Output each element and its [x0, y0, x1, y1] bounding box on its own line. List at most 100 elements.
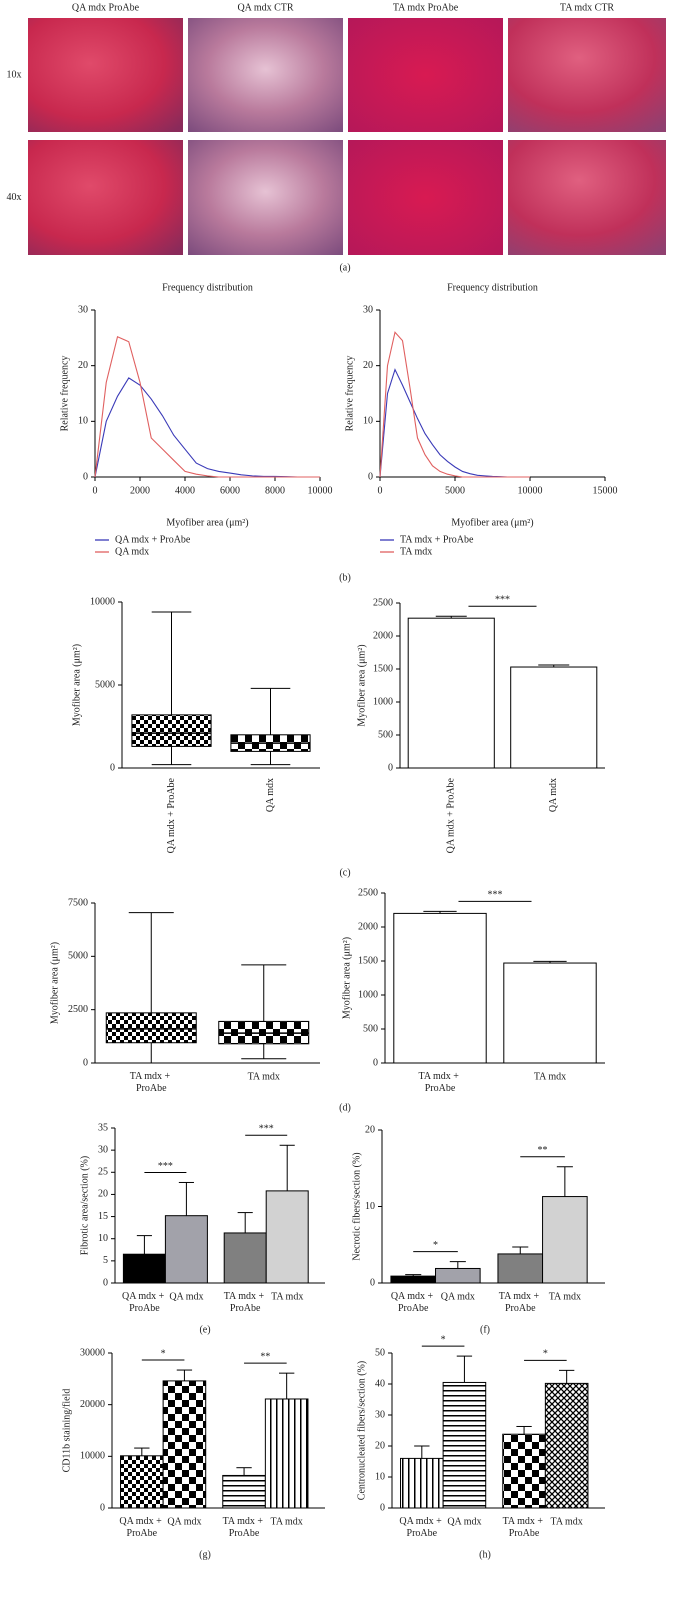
y-tick-label: 0 — [83, 471, 88, 482]
column-header: TA mdx ProAbe — [393, 2, 459, 13]
significance-label: * — [543, 1349, 548, 1360]
y-tick-label: 10 — [98, 1233, 108, 1244]
y-tick-label: 50 — [375, 1347, 385, 1358]
bar — [544, 1382, 589, 1509]
chart: 0 10 20 30 Relative frequency Frequency distr… — [59, 282, 332, 557]
chart: 0 500 1000 1500 2000 2500 Myofiber area (μm²) T… — [341, 887, 605, 1094]
column-header: TA mdx CTR — [560, 2, 615, 13]
bar — [222, 1474, 266, 1509]
y-tick-label: 20 — [98, 1189, 108, 1200]
bar — [502, 1433, 546, 1509]
bar — [542, 1196, 588, 1284]
significance-label: ** — [538, 1145, 548, 1156]
panel-label: (h) — [479, 1549, 491, 1560]
x-tick-label: TA mdx + ProAbe — [503, 1516, 546, 1539]
y-tick-label: 500 — [363, 1023, 378, 1034]
y-tick-label: 10 — [78, 416, 88, 427]
y-tick-label: 1500 — [358, 955, 378, 966]
panel-label: (c) — [339, 867, 350, 878]
chart: 0 10000 20000 30000 CD11b staining/field QA m… — [61, 1347, 325, 1539]
x-tick-label: QA mdx — [167, 1516, 201, 1527]
bar — [390, 1275, 437, 1284]
y-tick-label: 10000 — [80, 1451, 105, 1462]
y-tick-label: 1000 — [373, 696, 393, 707]
box — [105, 1012, 197, 1044]
y-tick-label: 5 — [103, 1255, 108, 1266]
x-tick-label: TA mdx — [549, 1291, 581, 1302]
y-tick-label: 20000 — [80, 1399, 105, 1410]
bar — [510, 666, 598, 769]
line-series — [94, 335, 320, 478]
x-tick-label: QA mdx — [447, 1516, 481, 1527]
y-tick-label: 20 — [78, 360, 88, 371]
x-tick-label: QA mdx + ProAbe — [122, 1291, 167, 1314]
micrograph — [508, 140, 666, 255]
panel-label: (g) — [199, 1549, 211, 1560]
y-tick-label: 35 — [98, 1122, 108, 1133]
chart: 0 10 20 Necrotic fibers/section (%) QA mdx +… — [351, 1124, 605, 1314]
y-tick-label: 20 — [375, 1440, 385, 1451]
y-axis-label: Necrotic fibers/section (%) — [351, 1152, 362, 1260]
x-tick-label: 6000 — [220, 485, 240, 496]
micrograph — [348, 140, 503, 255]
significance-label: *** — [488, 890, 503, 901]
x-tick-label: TA mdx + ProAbe — [419, 1071, 462, 1094]
bar — [435, 1267, 481, 1284]
x-tick-label: 10000 — [308, 485, 333, 496]
chart: 0 10 20 30 40 50 Centronucleated fibers/sectio… — [356, 1334, 605, 1539]
panel-label: (f) — [480, 1324, 490, 1335]
y-tick-label: 30 — [363, 304, 373, 315]
x-tick-label: 15000 — [593, 485, 618, 496]
y-axis-label: Myofiber area (μm²) — [341, 937, 352, 1019]
y-tick-label: 30 — [375, 1409, 385, 1420]
chart-title: Frequency distribution — [447, 282, 538, 293]
y-tick-label: 1000 — [358, 989, 378, 1000]
x-tick-label: 2000 — [130, 485, 150, 496]
column-header: QA mdx CTR — [237, 2, 293, 13]
y-tick-label: 40 — [375, 1378, 385, 1389]
y-tick-label: 500 — [378, 729, 393, 740]
bar — [264, 1398, 309, 1509]
y-tick-label: 10 — [363, 416, 373, 427]
x-tick-label: TA mdx — [248, 1071, 280, 1082]
bar — [400, 1457, 444, 1509]
bar — [223, 1232, 267, 1284]
y-tick-label: 30000 — [80, 1347, 105, 1358]
x-tick-label: TA mdx — [551, 1516, 583, 1527]
micrograph — [28, 140, 183, 255]
significance-label: * — [441, 1334, 446, 1345]
chart: 0 5 10 15 20 25 30 35 Fibrotic area/section (%) Q… — [79, 1122, 325, 1314]
bar — [393, 912, 487, 1064]
x-tick-label: QA mdx — [265, 778, 276, 812]
panel-label: (b) — [339, 572, 351, 583]
significance-label: ** — [260, 1351, 270, 1362]
y-tick-label: 15 — [98, 1211, 108, 1222]
x-tick-label: 0 — [378, 485, 383, 496]
micrograph — [348, 18, 503, 132]
x-tick-label: TA mdx — [534, 1071, 566, 1082]
y-tick-label: 0 — [103, 1277, 108, 1288]
y-tick-label: 0 — [388, 762, 393, 773]
micrograph — [188, 18, 343, 132]
significance-label: *** — [495, 594, 510, 605]
row-label: 10x — [7, 69, 22, 80]
x-tick-label: 0 — [93, 485, 98, 496]
y-tick-label: 0 — [368, 471, 373, 482]
y-tick-label: 20 — [363, 360, 373, 371]
y-tick-label: 5000 — [68, 951, 88, 962]
significance-label: * — [433, 1240, 438, 1251]
x-tick-label: QA mdx + ProAbe — [446, 777, 457, 853]
y-tick-label: 0 — [370, 1277, 375, 1288]
bar — [164, 1215, 208, 1284]
y-axis-label: Myofiber area (μm²) — [356, 644, 367, 726]
x-tick-label: 4000 — [175, 485, 195, 496]
x-tick-label: QA mdx + ProAbe — [166, 777, 177, 853]
significance-label: *** — [158, 1161, 173, 1172]
y-tick-label: 30 — [98, 1144, 108, 1155]
x-tick-label: 5000 — [445, 485, 465, 496]
bar — [122, 1253, 166, 1284]
legend-label: TA mdx — [400, 546, 432, 557]
x-tick-label: QA mdx — [169, 1291, 203, 1302]
y-axis-label: Myofiber area (μm²) — [49, 942, 60, 1024]
